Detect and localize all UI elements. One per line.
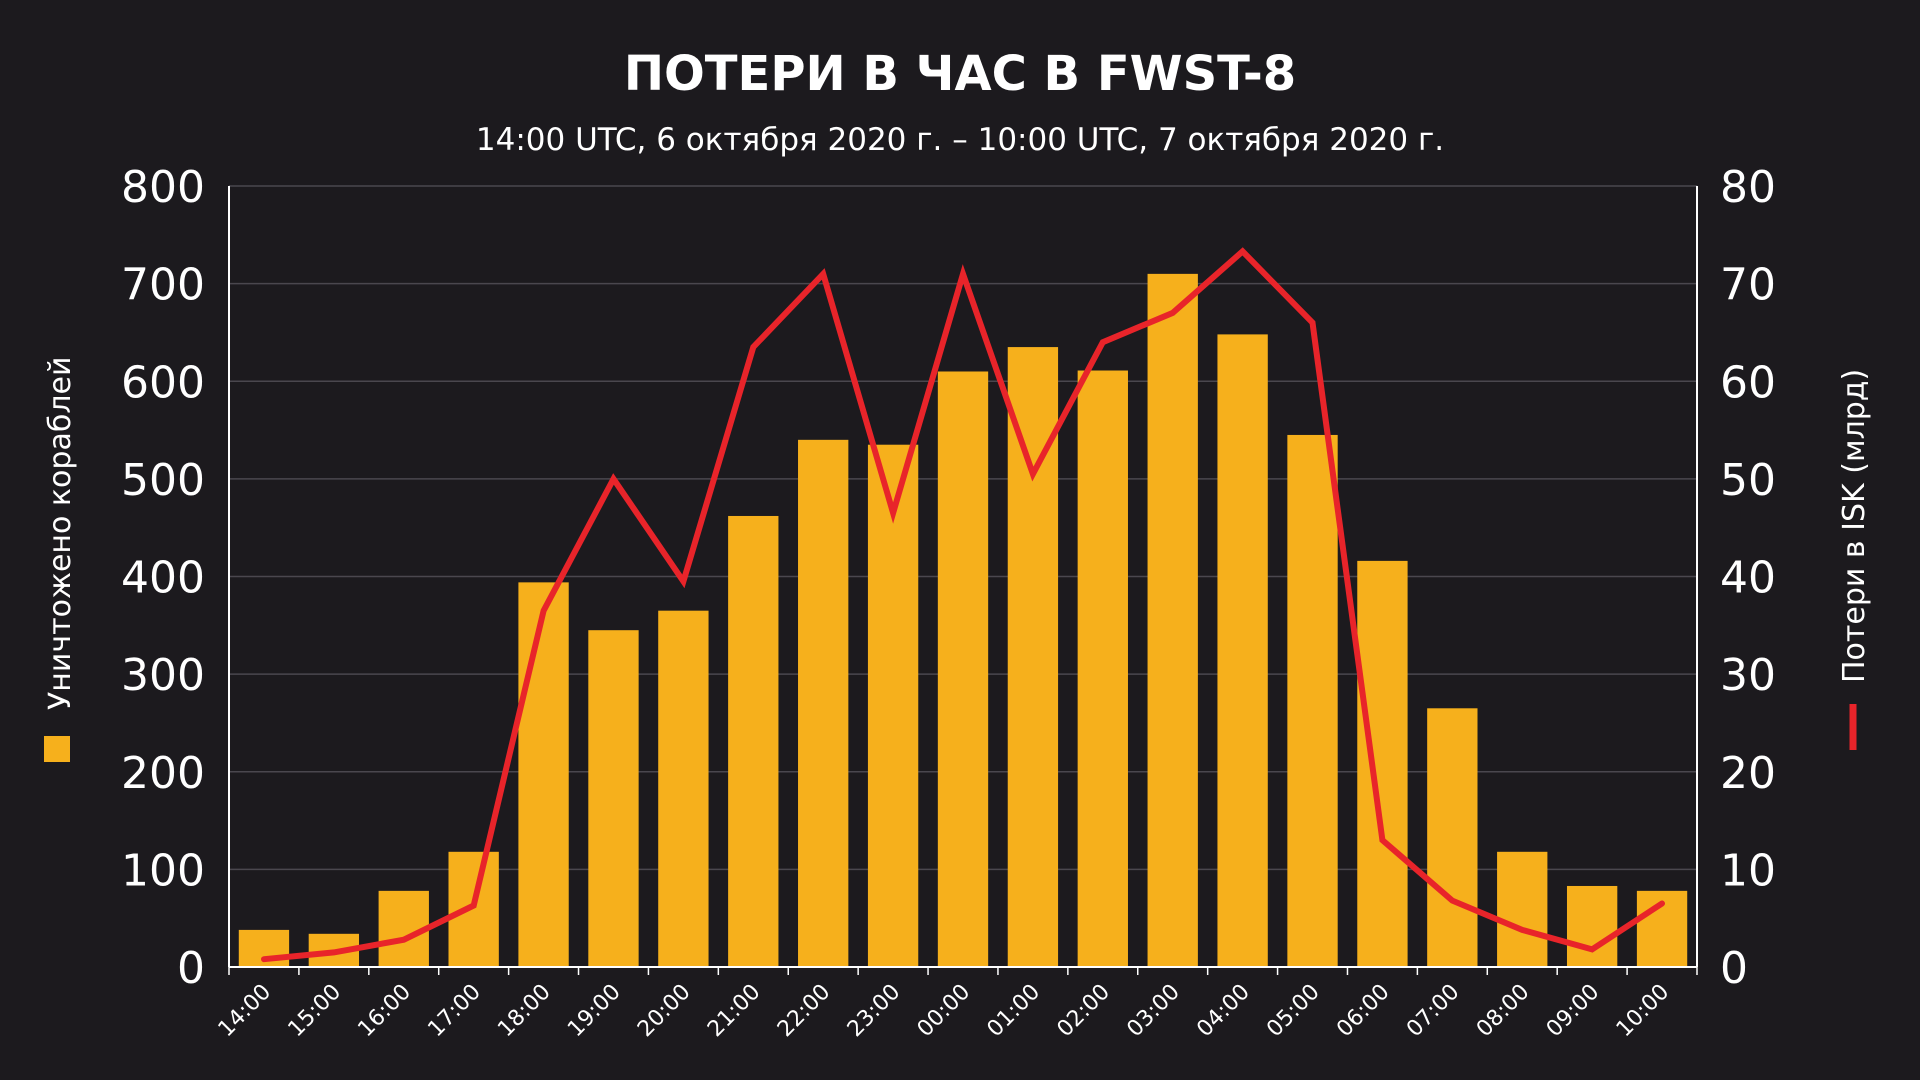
- x-tick-label: 09:00: [1542, 980, 1605, 1043]
- bar: [1357, 560, 1408, 967]
- x-tick-label: 16:00: [353, 980, 416, 1043]
- y2-tick-label: 50: [1720, 455, 1776, 506]
- x-tick-label: 01:00: [983, 980, 1046, 1043]
- y2-tick-label: 40: [1720, 553, 1776, 604]
- x-tick-label: 15:00: [284, 980, 347, 1043]
- bar: [448, 851, 499, 967]
- y-tick-label: 500: [121, 455, 205, 506]
- bar: [728, 515, 779, 967]
- y2-tick-label: 30: [1720, 650, 1776, 701]
- x-tick-label: 20:00: [633, 980, 696, 1043]
- y-tick-label: 200: [121, 748, 205, 799]
- y2-tick-label: 80: [1720, 162, 1776, 213]
- y-tick-label: 300: [121, 650, 205, 701]
- y2-tick-label: 10: [1720, 845, 1776, 896]
- y2-tick-label: 20: [1720, 748, 1776, 799]
- x-tick-label: 10:00: [1612, 980, 1675, 1043]
- x-tick-label: 08:00: [1472, 980, 1535, 1043]
- x-tick-label: 07:00: [1402, 980, 1465, 1043]
- bar: [1497, 851, 1548, 967]
- x-tick-label: 22:00: [773, 980, 836, 1043]
- bar: [937, 371, 989, 967]
- y-tick-label: 400: [121, 553, 205, 604]
- x-tick-label: 03:00: [1122, 980, 1185, 1043]
- y-tick-label: 600: [121, 357, 205, 408]
- left-axis-ticks: 0 100 200 300 400 500 600 700 800: [121, 162, 205, 994]
- bar: [1566, 885, 1618, 967]
- bar: [1287, 434, 1338, 968]
- bar: [1217, 334, 1268, 967]
- bar-series: [238, 273, 1688, 968]
- y-tick-label: 700: [121, 260, 205, 311]
- bar: [588, 630, 639, 967]
- chart-subtitle: 14:00 UTC, 6 октября 2020 г. – 10:00 UTC…: [476, 122, 1444, 158]
- x-tick-label: 04:00: [1192, 980, 1255, 1043]
- x-tick-label: 19:00: [563, 980, 626, 1043]
- bar: [798, 439, 849, 967]
- y-tick-label: 100: [121, 845, 205, 896]
- x-tick-label: 18:00: [493, 980, 556, 1043]
- bar: [1427, 708, 1478, 967]
- bar: [1147, 273, 1198, 967]
- x-tick-label: 02:00: [1053, 980, 1116, 1043]
- y2-axis-label: Потери в ISK (млрд): [1837, 369, 1872, 683]
- x-tick-label: 23:00: [843, 980, 906, 1043]
- y-tick-label: 800: [121, 162, 205, 213]
- x-axis-ticks: 14:00 15:00 16:00 17:00 18:00 19:00 20:00 21:00…: [214, 980, 1675, 1043]
- x-tick-label: 00:00: [913, 980, 976, 1043]
- x-tick-label: 17:00: [423, 980, 486, 1043]
- bar: [867, 444, 919, 967]
- x-tick-label: 14:00: [214, 980, 277, 1043]
- legend-swatch-ships: [44, 736, 70, 762]
- bar: [658, 610, 709, 967]
- chart-title: ПОТЕРИ В ЧАС В FWST-8: [624, 46, 1296, 102]
- bar: [518, 582, 569, 967]
- x-tick-label: 06:00: [1332, 980, 1395, 1043]
- line-series: [261, 247, 1665, 963]
- y2-tick-label: 0: [1720, 943, 1748, 994]
- x-tick-label: 05:00: [1262, 980, 1325, 1043]
- right-axis-ticks: 0 10 20 30 40 50 60 70 80: [1720, 162, 1776, 994]
- y2-tick-label: 70: [1720, 260, 1776, 311]
- y-axis-label: Уничтожено кораблей: [43, 357, 78, 710]
- axes: [228, 186, 1698, 975]
- x-tick-label: 21:00: [703, 980, 766, 1043]
- y-tick-label: 0: [177, 943, 205, 994]
- bar: [1007, 347, 1059, 967]
- y2-tick-label: 60: [1720, 357, 1776, 408]
- bar: [1077, 370, 1128, 968]
